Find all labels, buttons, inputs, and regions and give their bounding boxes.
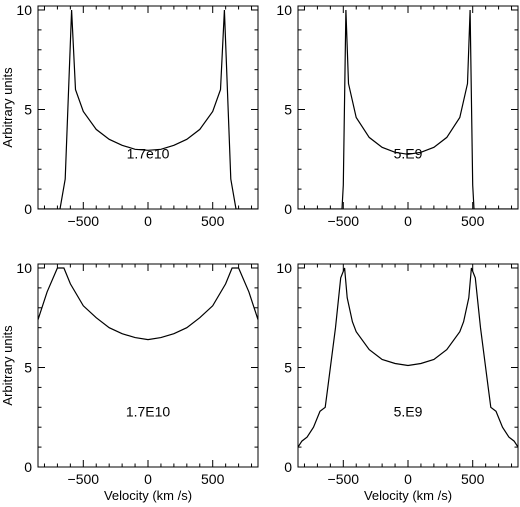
y-tick-label: 5 <box>284 359 292 375</box>
y-tick-label: 0 <box>284 459 292 475</box>
x-tick-label: −500 <box>328 213 360 229</box>
plot-frame <box>297 5 519 210</box>
x-axis-title: Velocity (km /s) <box>364 488 452 503</box>
plot-frame <box>37 263 259 468</box>
y-tick-label: 10 <box>16 260 32 276</box>
series-line <box>298 9 518 209</box>
x-tick-label: 500 <box>201 471 225 487</box>
x-tick-label: −500 <box>328 471 360 487</box>
x-axis-title: Velocity (km /s) <box>104 488 192 503</box>
chart-panel-3: −500 0 500 0 5 10 1.7E10 <box>16 260 259 487</box>
x-tick-label: −500 <box>68 471 100 487</box>
x-tick-label: −500 <box>68 213 100 229</box>
x-tick-label: 500 <box>461 213 485 229</box>
y-tick-label: 10 <box>276 260 292 276</box>
x-tick-label: 0 <box>144 213 152 229</box>
x-tick-label: 0 <box>144 471 152 487</box>
y-tick-label: 5 <box>284 101 292 117</box>
x-tick-label: 500 <box>461 471 485 487</box>
y-tick-label: 0 <box>24 459 32 475</box>
y-tick-label: 10 <box>276 2 292 18</box>
panel-label: 5.E9 <box>394 145 423 161</box>
y-axis-title: Arbitrary units <box>0 67 15 148</box>
y-axis-title: Arbitrary units <box>0 325 15 406</box>
chart-panel-4: −500 0 500 0 5 10 5.E9 <box>276 260 519 487</box>
series-line <box>298 267 518 448</box>
chart-panel-1: −500 0 500 0 5 10 1.7e10 <box>16 2 259 229</box>
y-tick-label: 0 <box>284 201 292 217</box>
panel-label: 1.7E10 <box>126 403 171 419</box>
x-tick-label: 500 <box>201 213 225 229</box>
series-line <box>38 9 258 209</box>
panel-label: 5.E9 <box>394 403 423 419</box>
y-tick-label: 5 <box>24 101 32 117</box>
chart-panel-2: −500 0 500 0 5 10 5.E9 <box>276 2 519 229</box>
y-tick-label: 5 <box>24 359 32 375</box>
y-tick-label: 0 <box>24 201 32 217</box>
x-tick-label: 0 <box>404 213 412 229</box>
x-tick-label: 0 <box>404 471 412 487</box>
y-tick-label: 10 <box>16 2 32 18</box>
panel-label: 1.7e10 <box>127 145 170 161</box>
series-line <box>38 267 258 341</box>
